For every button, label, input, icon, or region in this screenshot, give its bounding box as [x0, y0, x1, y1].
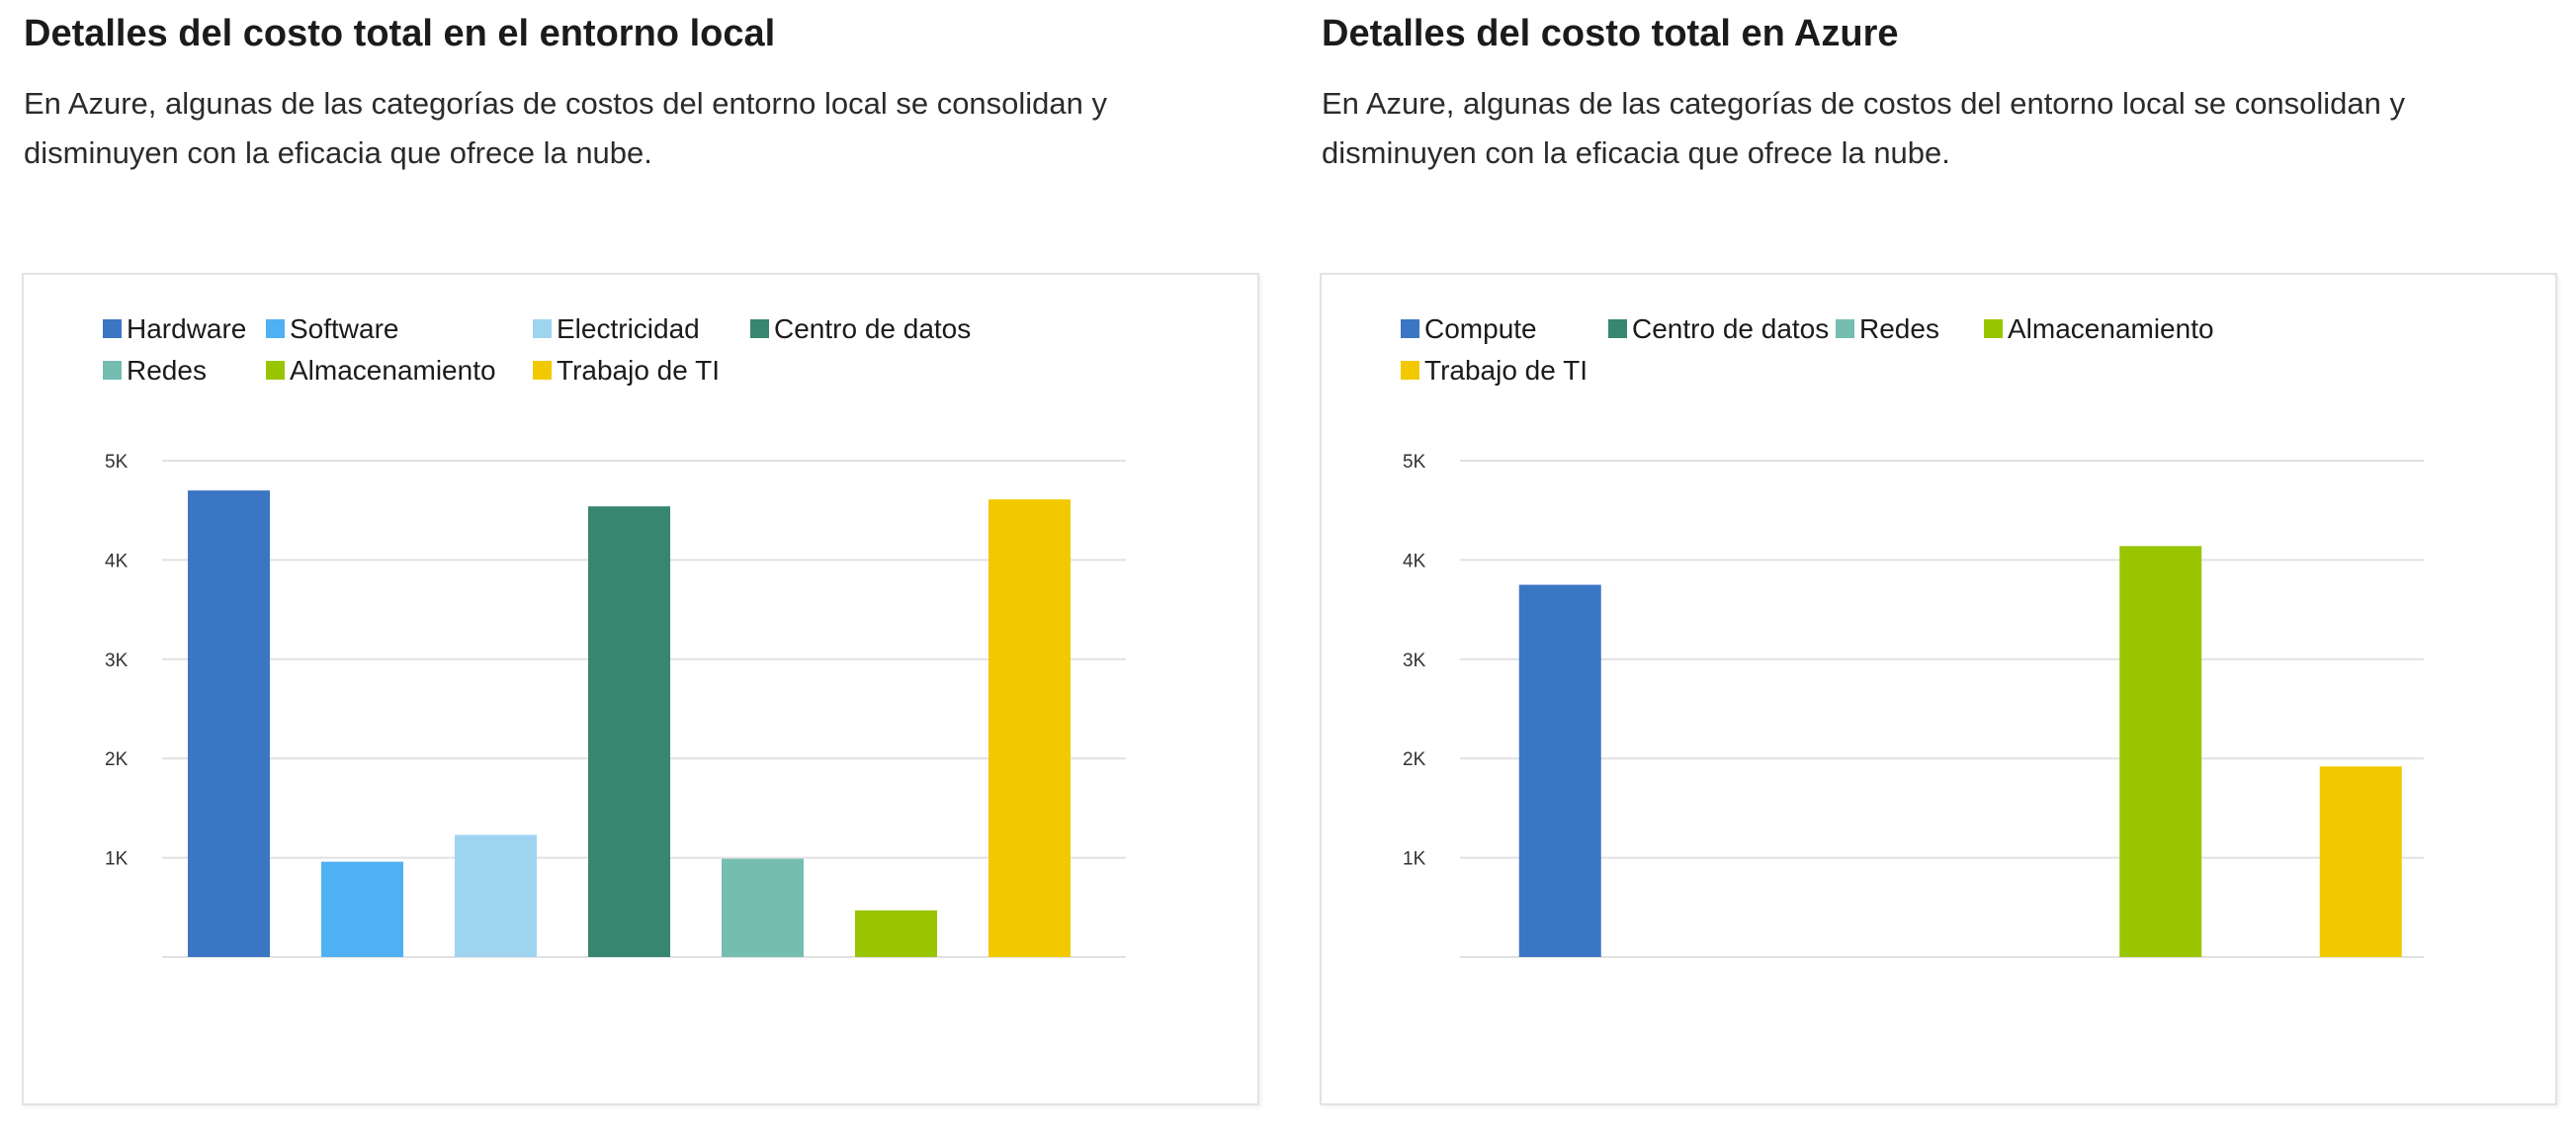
bar-hardware — [188, 490, 270, 957]
bar-redes — [722, 858, 804, 957]
azure-chart: Compute Centro de datos Redes Almacenamient… — [1401, 313, 2424, 958]
legend-label: Centro de datos — [774, 313, 971, 344]
legend-item-electricidad: Electricidad — [533, 313, 700, 344]
onprem-chart: Hardware Software Electricidad Centro de da… — [103, 313, 1126, 958]
bar-compute — [1518, 584, 1601, 957]
legend-item-almacenamiento: Almacenamiento — [1984, 313, 2214, 344]
legend-item-redes: Redes — [103, 355, 207, 386]
azure-title: Detalles del costo total en Azure — [1322, 13, 1899, 54]
y-axis: 1K 2K 3K 4K 5K — [1403, 452, 1426, 870]
bars — [188, 490, 1071, 957]
y-tick-label: 1K — [1403, 849, 1426, 870]
onprem-chart-card: Hardware Software Electricidad Centro de da… — [22, 273, 1259, 1105]
bars — [1518, 546, 2402, 957]
legend-item-centro-de-datos: Centro de datos — [750, 313, 971, 344]
y-tick-label: 3K — [1403, 651, 1426, 671]
legend-swatch — [750, 319, 769, 338]
legend-label: Compute — [1424, 313, 1537, 344]
legend-item-redes: Redes — [1836, 313, 1939, 344]
y-tick-label: 5K — [1403, 452, 1426, 473]
legend-swatch — [1401, 361, 1419, 380]
legend-item-compute: Compute — [1401, 313, 1537, 344]
bar-electricidad — [455, 834, 537, 957]
y-tick-label: 2K — [1403, 749, 1426, 770]
legend-label: Hardware — [127, 313, 246, 344]
bar-centro-de-datos — [588, 506, 670, 957]
y-tick-label: 5K — [105, 452, 129, 473]
azure-chart-card: Compute Centro de datos Redes Almacenamient… — [1320, 273, 2557, 1105]
legend-item-centro-de-datos: Centro de datos — [1608, 313, 1829, 344]
legend-swatch — [1984, 319, 2003, 338]
bar-software — [321, 861, 403, 957]
legend-swatch — [533, 361, 552, 380]
y-tick-label: 1K — [105, 849, 129, 870]
legend-label: Centro de datos — [1632, 313, 1829, 344]
bar-almacenamiento — [855, 910, 937, 957]
bar-trabajo-de-ti — [988, 499, 1071, 957]
legend-item-trabajo-de-ti: Trabajo de TI — [1401, 355, 1588, 386]
legend-label: Redes — [127, 355, 207, 386]
legend-label: Electricidad — [557, 313, 700, 344]
legend-swatch — [103, 361, 122, 380]
legend-label: Almacenamiento — [2008, 313, 2214, 344]
y-gridlines — [1460, 460, 2424, 958]
bar-trabajo-de-ti — [2319, 766, 2402, 957]
legend-item-almacenamiento: Almacenamiento — [266, 355, 496, 386]
legend-label: Almacenamiento — [290, 355, 496, 386]
legend-label: Redes — [1859, 313, 1939, 344]
legend-item-software: Software — [266, 313, 399, 344]
y-tick-label: 3K — [105, 651, 129, 671]
legend-label: Software — [290, 313, 399, 344]
bar-almacenamiento — [2119, 546, 2202, 957]
legend-swatch — [266, 319, 285, 338]
legend-swatch — [1608, 319, 1627, 338]
legend-swatch — [103, 319, 122, 338]
legend-swatch — [1401, 319, 1419, 338]
chart-legend: Compute Centro de datos Redes Almacenamient… — [1401, 313, 2214, 386]
legend-label: Trabajo de TI — [557, 355, 720, 386]
legend-item-trabajo-de-ti: Trabajo de TI — [533, 355, 720, 386]
chart-legend: Hardware Software Electricidad Centro de da… — [103, 313, 971, 386]
y-tick-label: 2K — [105, 749, 129, 770]
y-axis: 1K 2K 3K 4K 5K — [105, 452, 129, 870]
y-tick-label: 4K — [105, 551, 129, 571]
onprem-title: Detalles del costo total en el entorno l… — [24, 13, 776, 54]
legend-swatch — [1836, 319, 1854, 338]
legend-swatch — [533, 319, 552, 338]
legend-swatch — [266, 361, 285, 380]
azure-description: En Azure, algunas de las categorías de c… — [1322, 86, 2406, 170]
y-tick-label: 4K — [1403, 551, 1426, 571]
legend-item-hardware: Hardware — [103, 313, 246, 344]
legend-label: Trabajo de TI — [1424, 355, 1588, 386]
onprem-description: En Azure, algunas de las categorías de c… — [24, 86, 1108, 170]
